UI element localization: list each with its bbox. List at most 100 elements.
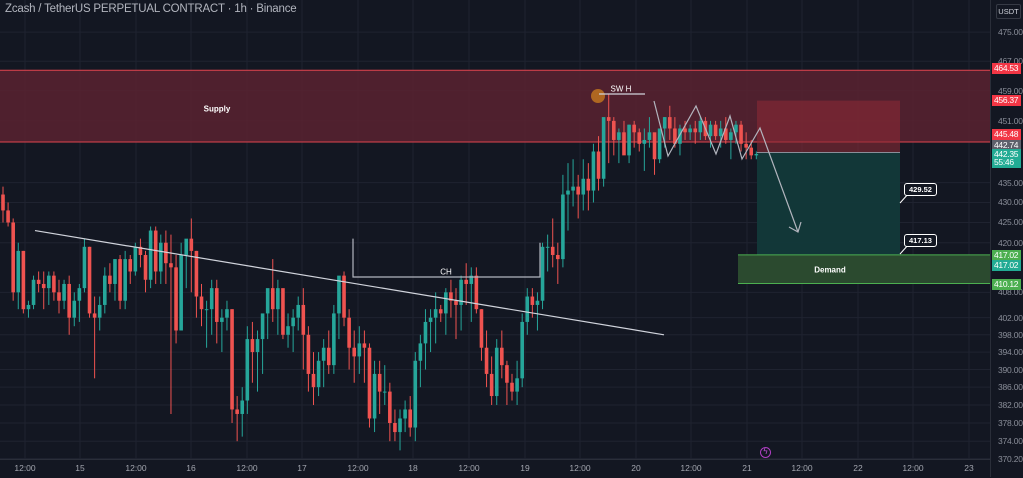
candle-body: [657, 128, 662, 160]
price-tick: 390.00: [998, 364, 1023, 375]
price-tick: 420.00: [998, 237, 1023, 248]
target-callout-2[interactable]: 417.13: [904, 234, 937, 247]
candle-body: [214, 288, 219, 322]
candle-body: [133, 246, 138, 272]
candle-body: [169, 263, 173, 268]
candle-body: [347, 317, 351, 348]
candle-body: [510, 382, 514, 392]
time-tick: 12:00: [125, 463, 147, 473]
price-tick: 430.00: [998, 197, 1023, 208]
candle-body: [388, 391, 392, 423]
candle-body: [637, 132, 642, 144]
candle-body: [489, 373, 494, 397]
price-tick: 370.20: [998, 453, 1023, 464]
candle-body: [179, 254, 183, 331]
price-tick: 402.00: [998, 312, 1023, 323]
candle-body: [596, 151, 601, 179]
candle-body: [306, 334, 311, 374]
time-tick: 23: [964, 463, 974, 473]
symbol-title[interactable]: Zcash / TetherUS PERPETUAL CONTRACT · 1h…: [5, 3, 297, 15]
price-axis[interactable]: [990, 0, 1023, 477]
time-tick: 12:00: [458, 463, 480, 473]
currency-button[interactable]: USDT: [996, 4, 1021, 19]
price-tick: 398.00: [998, 329, 1023, 340]
candle-body: [291, 317, 295, 327]
candle-body: [632, 124, 636, 133]
candle-body: [591, 151, 596, 191]
candle-body: [103, 275, 107, 305]
candle-body: [184, 238, 189, 255]
candle-body: [57, 292, 61, 301]
time-tick: 19: [520, 463, 530, 473]
candle-body: [296, 304, 301, 318]
candle-body: [332, 313, 336, 366]
candle-body: [708, 124, 713, 137]
candle-body: [479, 309, 484, 348]
candle-body: [423, 321, 428, 344]
candlestick-chart[interactable]: [0, 0, 990, 459]
supply-zone-label: Supply: [203, 104, 231, 114]
candle-body: [612, 120, 616, 140]
time-tick: 21: [742, 463, 752, 473]
candle-body: [11, 222, 15, 293]
candle-body: [449, 292, 453, 301]
candle-body: [683, 128, 687, 133]
candle-body: [729, 132, 733, 140]
candle-body: [718, 128, 723, 137]
candle-body: [505, 365, 509, 383]
candle-body: [673, 128, 677, 144]
short-position-reward: [757, 152, 900, 255]
candle-body: [627, 124, 631, 156]
lightning-event-icon[interactable]: ϟ: [760, 447, 771, 458]
candle-body: [754, 154, 759, 156]
candle-body: [245, 339, 250, 401]
candle-body: [62, 283, 66, 301]
candle-body: [281, 288, 285, 335]
candle-body: [723, 128, 728, 140]
candle-body: [382, 391, 387, 393]
candle-body: [408, 409, 412, 428]
candle-body: [459, 279, 463, 305]
time-axis[interactable]: [0, 459, 990, 478]
candle-body: [693, 128, 698, 133]
candle-body: [474, 275, 479, 310]
candle-body: [342, 275, 346, 318]
candle-body: [158, 242, 163, 272]
candle-body: [362, 343, 367, 348]
candle-body: [418, 343, 423, 361]
candle-body: [250, 339, 255, 353]
candle-body: [321, 347, 326, 361]
candle-body: [484, 347, 489, 374]
target-callout-1[interactable]: 429.52: [904, 183, 937, 196]
price-label: 456.37: [992, 95, 1021, 106]
candle-body: [662, 117, 667, 129]
candle-body: [525, 296, 530, 322]
price-label: 464.53: [992, 63, 1021, 74]
candle-body: [143, 254, 148, 280]
candle-body: [652, 132, 657, 160]
candle-body: [744, 143, 748, 148]
candle-body: [566, 190, 570, 195]
candle-body: [36, 279, 41, 284]
candle-body: [688, 128, 692, 133]
candle-body: [530, 296, 535, 305]
candle-body: [199, 296, 204, 310]
candle-body: [204, 309, 209, 311]
short-position-risk: [757, 100, 900, 153]
candle-body: [540, 246, 545, 301]
time-tick: 12:00: [236, 463, 258, 473]
candle-body: [413, 360, 418, 428]
price-tick: 374.00: [998, 436, 1023, 447]
candle-body: [209, 288, 214, 310]
price-tick: 451.00: [998, 115, 1023, 126]
candle-body: [97, 304, 102, 318]
candle-body: [92, 313, 97, 318]
candle-body: [189, 238, 194, 251]
candle-body: [535, 300, 540, 305]
candle-body: [21, 250, 26, 310]
candle-body: [1, 194, 5, 211]
candle-body: [337, 275, 341, 314]
candle-body: [438, 309, 443, 314]
candle-body: [561, 194, 565, 260]
